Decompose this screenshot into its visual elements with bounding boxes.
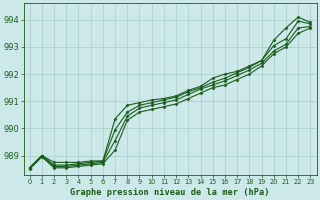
- X-axis label: Graphe pression niveau de la mer (hPa): Graphe pression niveau de la mer (hPa): [70, 188, 270, 197]
